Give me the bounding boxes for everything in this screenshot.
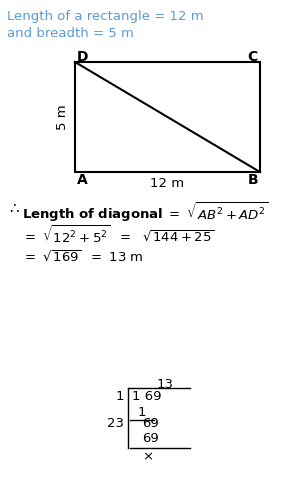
Text: A: A: [77, 173, 88, 187]
Text: 13: 13: [156, 378, 174, 391]
Text: $\therefore$: $\therefore$: [7, 200, 21, 215]
Text: 12 m: 12 m: [150, 177, 185, 190]
Text: 1: 1: [115, 390, 124, 403]
Text: 69: 69: [142, 417, 159, 430]
Text: C: C: [248, 50, 258, 64]
Text: D: D: [77, 50, 88, 64]
Text: and breadth = 5 m: and breadth = 5 m: [7, 27, 134, 40]
Text: 69: 69: [142, 432, 159, 445]
Text: $=\ \sqrt{169}\ \ =\ 13\ \mathrm{m}$: $=\ \sqrt{169}\ \ =\ 13\ \mathrm{m}$: [22, 250, 144, 265]
Text: 5 m: 5 m: [56, 104, 69, 130]
Text: Length of a rectangle = 12 m: Length of a rectangle = 12 m: [7, 10, 204, 23]
Text: B: B: [247, 173, 258, 187]
Text: 1 69: 1 69: [132, 390, 162, 403]
Text: 23: 23: [107, 417, 124, 430]
Text: ×: ×: [143, 450, 153, 463]
Text: 1: 1: [138, 406, 146, 419]
Bar: [75, 62, 260, 172]
Text: $\mathbf{Length\ of\ diagonal}\ =\ \sqrt{AB^{2}+AD^{2}}$: $\mathbf{Length\ of\ diagonal}\ =\ \sqrt…: [22, 200, 269, 224]
Text: $=\ \sqrt{12^{2}+5^{2}}\ \ =\ \ \sqrt{144+25}$: $=\ \sqrt{12^{2}+5^{2}}\ \ =\ \ \sqrt{14…: [22, 225, 214, 245]
